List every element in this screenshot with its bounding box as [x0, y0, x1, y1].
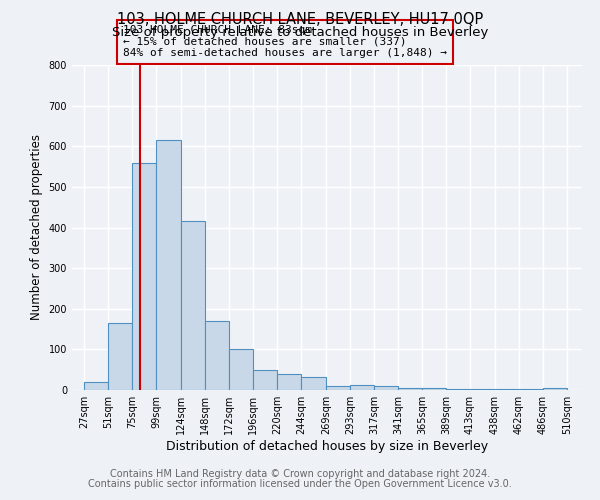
Bar: [326, 386, 350, 390]
Bar: [84, 382, 108, 390]
Text: 103, HOLME CHURCH LANE, BEVERLEY, HU17 0QP: 103, HOLME CHURCH LANE, BEVERLEY, HU17 0…: [117, 12, 483, 28]
Bar: [495, 389, 519, 390]
Bar: [108, 323, 132, 390]
Bar: [446, 389, 470, 390]
Y-axis label: Number of detached properties: Number of detached properties: [30, 134, 43, 320]
Bar: [350, 384, 374, 390]
Bar: [132, 162, 156, 390]
Bar: [205, 321, 229, 390]
Bar: [470, 389, 495, 390]
Bar: [422, 388, 446, 390]
Bar: [181, 222, 205, 390]
Bar: [156, 140, 181, 390]
Text: Size of property relative to detached houses in Beverley: Size of property relative to detached ho…: [112, 26, 488, 39]
Bar: [519, 389, 543, 390]
Text: Contains public sector information licensed under the Open Government Licence v3: Contains public sector information licen…: [88, 479, 512, 489]
Bar: [543, 388, 567, 390]
Bar: [301, 376, 326, 390]
X-axis label: Distribution of detached houses by size in Beverley: Distribution of detached houses by size …: [166, 440, 488, 453]
Bar: [398, 388, 422, 390]
Bar: [229, 350, 253, 390]
Bar: [253, 370, 277, 390]
Bar: [374, 386, 398, 390]
Text: Contains HM Land Registry data © Crown copyright and database right 2024.: Contains HM Land Registry data © Crown c…: [110, 469, 490, 479]
Text: 103 HOLME CHURCH LANE: 83sqm
← 15% of detached houses are smaller (337)
84% of s: 103 HOLME CHURCH LANE: 83sqm ← 15% of de…: [123, 26, 447, 58]
Bar: [277, 374, 301, 390]
